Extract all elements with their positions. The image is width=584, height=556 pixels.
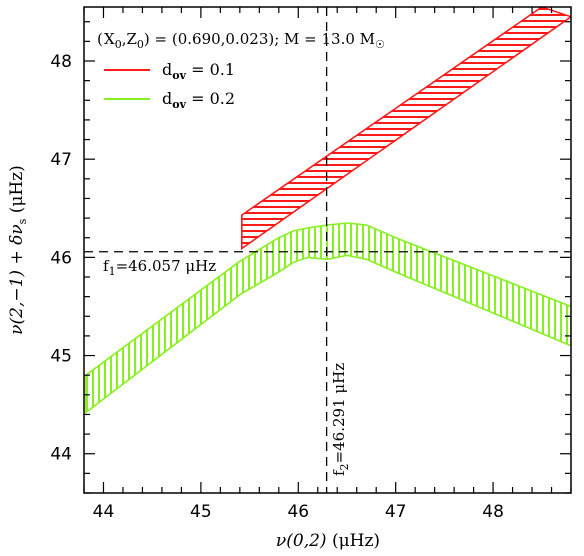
x-tick-label: 46	[287, 502, 309, 522]
x-tick-label: 47	[385, 502, 407, 522]
y-axis-title: ν(2,−1) + δνs (μHz)	[7, 165, 29, 335]
y-tick-label: 46	[50, 248, 72, 268]
legend: dov = 0.1 dov = 0.2	[104, 60, 235, 111]
x-tick-label: 48	[482, 502, 504, 522]
y-tick-label: 48	[50, 52, 72, 72]
x-tick-label: 45	[190, 502, 212, 522]
f1-annotation: f1=46.057 μHz	[103, 257, 216, 278]
header-open-paren: (	[97, 30, 103, 48]
legend-label-dov-0.1: dov = 0.1	[162, 60, 235, 82]
plot-frame	[83, 6, 572, 494]
header-text: X0,Z0) = (0.690,0.023); M = 13.0 M☉	[104, 30, 385, 51]
band-series-0	[241, 7, 571, 251]
data-bands	[85, 7, 571, 415]
y-tick-label: 45	[50, 347, 72, 367]
y-tick-label: 44	[50, 445, 72, 465]
y-tick-label: 47	[50, 150, 72, 170]
band-series-1	[85, 222, 571, 415]
x-tick-label: 44	[93, 502, 115, 522]
x-axis-title: ν(0,2) (μHz)	[276, 531, 380, 551]
f2-annotation: f2=46.291 μHz	[330, 363, 351, 476]
legend-label-dov-0.2: dov = 0.2	[162, 89, 235, 111]
axis-ticks: 44 45 46 47 48 44 45 46 47 48	[50, 7, 572, 522]
reference-lines	[84, 7, 571, 493]
